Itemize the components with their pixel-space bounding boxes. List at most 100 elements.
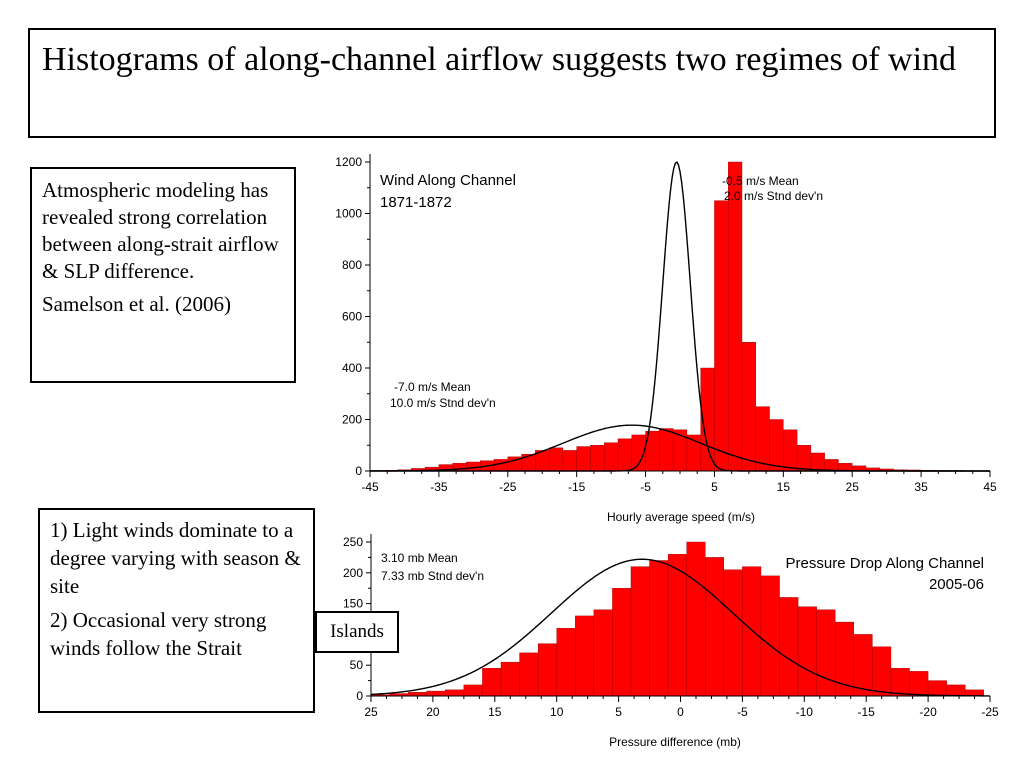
pressure-x-axis-label: Pressure difference (mb): [609, 735, 741, 749]
c2-y-tick-label: 0: [356, 689, 363, 703]
c1-bar: [576, 446, 591, 472]
c2-bar: [445, 689, 465, 697]
pressure-chart-subtitle: 2005-06: [929, 576, 984, 593]
c2-y-tick-label: 250: [343, 535, 363, 549]
c2-x-tick-label: 5: [615, 705, 622, 719]
c2-bar: [890, 668, 910, 697]
c2-bar: [630, 566, 650, 697]
c1-bar: [672, 429, 688, 472]
c2-bar: [853, 634, 873, 697]
c2-y-tick-label: 50: [350, 658, 364, 672]
wind-annotation-narrow-mean: -0.5 m/s Mean: [722, 174, 799, 188]
c2-bar: [667, 554, 687, 697]
c2-bar: [407, 692, 427, 697]
c2-x-tick-label: 15: [488, 705, 502, 719]
islands-label-box: Islands: [315, 611, 399, 653]
c2-x-tick-label: -20: [919, 705, 937, 719]
left-text-box: Atmospheric modeling has revealed strong…: [30, 167, 296, 383]
c1-bar: [769, 419, 784, 472]
wind-annotation-narrow-sd: 2.0 m/s Stnd dev'n: [724, 189, 823, 203]
c2-bar: [649, 560, 669, 697]
finding-1: 1) Light winds dominate to a degree vary…: [50, 518, 301, 598]
c2-fit-curve: [370, 558, 990, 697]
c1-bar: [824, 459, 839, 472]
c1-bar: [493, 459, 508, 472]
c1-bar: [659, 428, 674, 472]
finding-2: 2) Occasional very strong winds follow t…: [50, 608, 267, 660]
c1-x-tick-label: 15: [777, 480, 791, 494]
c2-bar: [426, 690, 446, 697]
c2-x-tick-label: -10: [796, 705, 814, 719]
title-box: Histograms of along-channel airflow sugg…: [28, 28, 996, 138]
c2-x-tick-label: 0: [677, 705, 684, 719]
c1-x-tick-label: -5: [640, 480, 651, 494]
c2-bar: [965, 689, 985, 697]
c2-bar: [686, 541, 706, 697]
wind-histogram: 0 200 400 600 800 1000 1200 -45 -35 -25 -15 -5 5 15 25…: [335, 154, 997, 524]
c1-y-tick-label: 1200: [335, 155, 362, 169]
pressure-annotation-sd: 7.33 mb Stnd dev'n: [381, 569, 484, 583]
c1-bar: [741, 342, 756, 472]
c2-bar: [797, 606, 817, 697]
c2-bar: [946, 684, 966, 697]
pressure-fit-curve: [370, 558, 990, 697]
citation: Samelson et al. (2006): [42, 292, 231, 316]
c2-bar: [909, 671, 929, 697]
c1-x-tick-label: -25: [499, 480, 517, 494]
c2-bar: [760, 575, 780, 697]
wind-chart-subtitle: 1871-1872: [380, 194, 452, 211]
c1-bar: [590, 445, 605, 472]
c2-bar: [575, 615, 595, 697]
c2-bar: [612, 588, 632, 697]
c1-bar: [548, 447, 564, 472]
wind-fit-curves: [369, 161, 990, 472]
c1-bar: [783, 429, 798, 472]
c2-bar: [927, 680, 947, 697]
c2-x-tick-label: -5: [737, 705, 748, 719]
pressure-histogram: 0501001502002502520151050-5-10-15-20-25 …: [343, 534, 999, 749]
wind-annotation-wide-mean: -7.0 m/s Mean: [394, 380, 471, 394]
wind-chart-title: Wind Along Channel: [380, 172, 516, 189]
modeling-paragraph: Atmospheric modeling has revealed strong…: [42, 178, 279, 283]
c2-bar: [816, 609, 836, 697]
c1-y-tick-label: 800: [342, 258, 362, 272]
wind-axes: 0 200 400 600 800 1000 1200 -45 -35 -25 -15 -5 5 15 25…: [335, 154, 997, 494]
c2-bar: [705, 557, 725, 697]
c2-bar: [463, 684, 483, 697]
c2-bar: [537, 643, 557, 697]
wind-bars: [369, 161, 991, 472]
c2-bar: [556, 628, 576, 697]
slide-title: Histograms of along-channel airflow sugg…: [42, 41, 957, 78]
c2-bar: [519, 652, 539, 697]
c1-bar: [728, 161, 743, 472]
c2-bar: [723, 569, 743, 697]
c2-x-tick-label: 20: [426, 705, 440, 719]
c1-x-tick-label: 35: [914, 480, 928, 494]
c1-bar: [755, 406, 770, 472]
c1-y-tick-label: 400: [342, 361, 362, 375]
c1-bar: [617, 438, 632, 472]
islands-label: Islands: [330, 621, 384, 642]
c1-y-tick-label: 600: [342, 310, 362, 324]
c1-bar: [562, 450, 577, 472]
findings-box: 1) Light winds dominate to a degree vary…: [38, 508, 315, 713]
pressure-annotation-mean: 3.10 mb Mean: [381, 551, 458, 565]
c2-x-tick-label: -15: [858, 705, 876, 719]
wind-annotation-wide-sd: 10.0 m/s Stnd dev'n: [390, 396, 496, 410]
pressure-bars: [370, 541, 985, 697]
c1-bar: [604, 442, 619, 472]
c2-bar: [593, 609, 613, 697]
c2-bar: [742, 566, 762, 697]
wind-x-axis-label: Hourly average speed (m/s): [607, 510, 755, 524]
c1-x-tick-label: -35: [430, 480, 448, 494]
c1-y-tick-label: 1000: [335, 207, 362, 221]
c2-x-tick-label: 10: [550, 705, 564, 719]
c1-bar: [714, 200, 729, 472]
c2-bar: [500, 661, 520, 697]
c1-x-tick-label: -45: [361, 480, 379, 494]
c2-y-tick-label: 200: [343, 566, 363, 580]
c1-bar: [810, 452, 825, 472]
pressure-chart-title: Pressure Drop Along Channel: [786, 555, 984, 572]
c2-x-tick-label: 25: [364, 705, 378, 719]
